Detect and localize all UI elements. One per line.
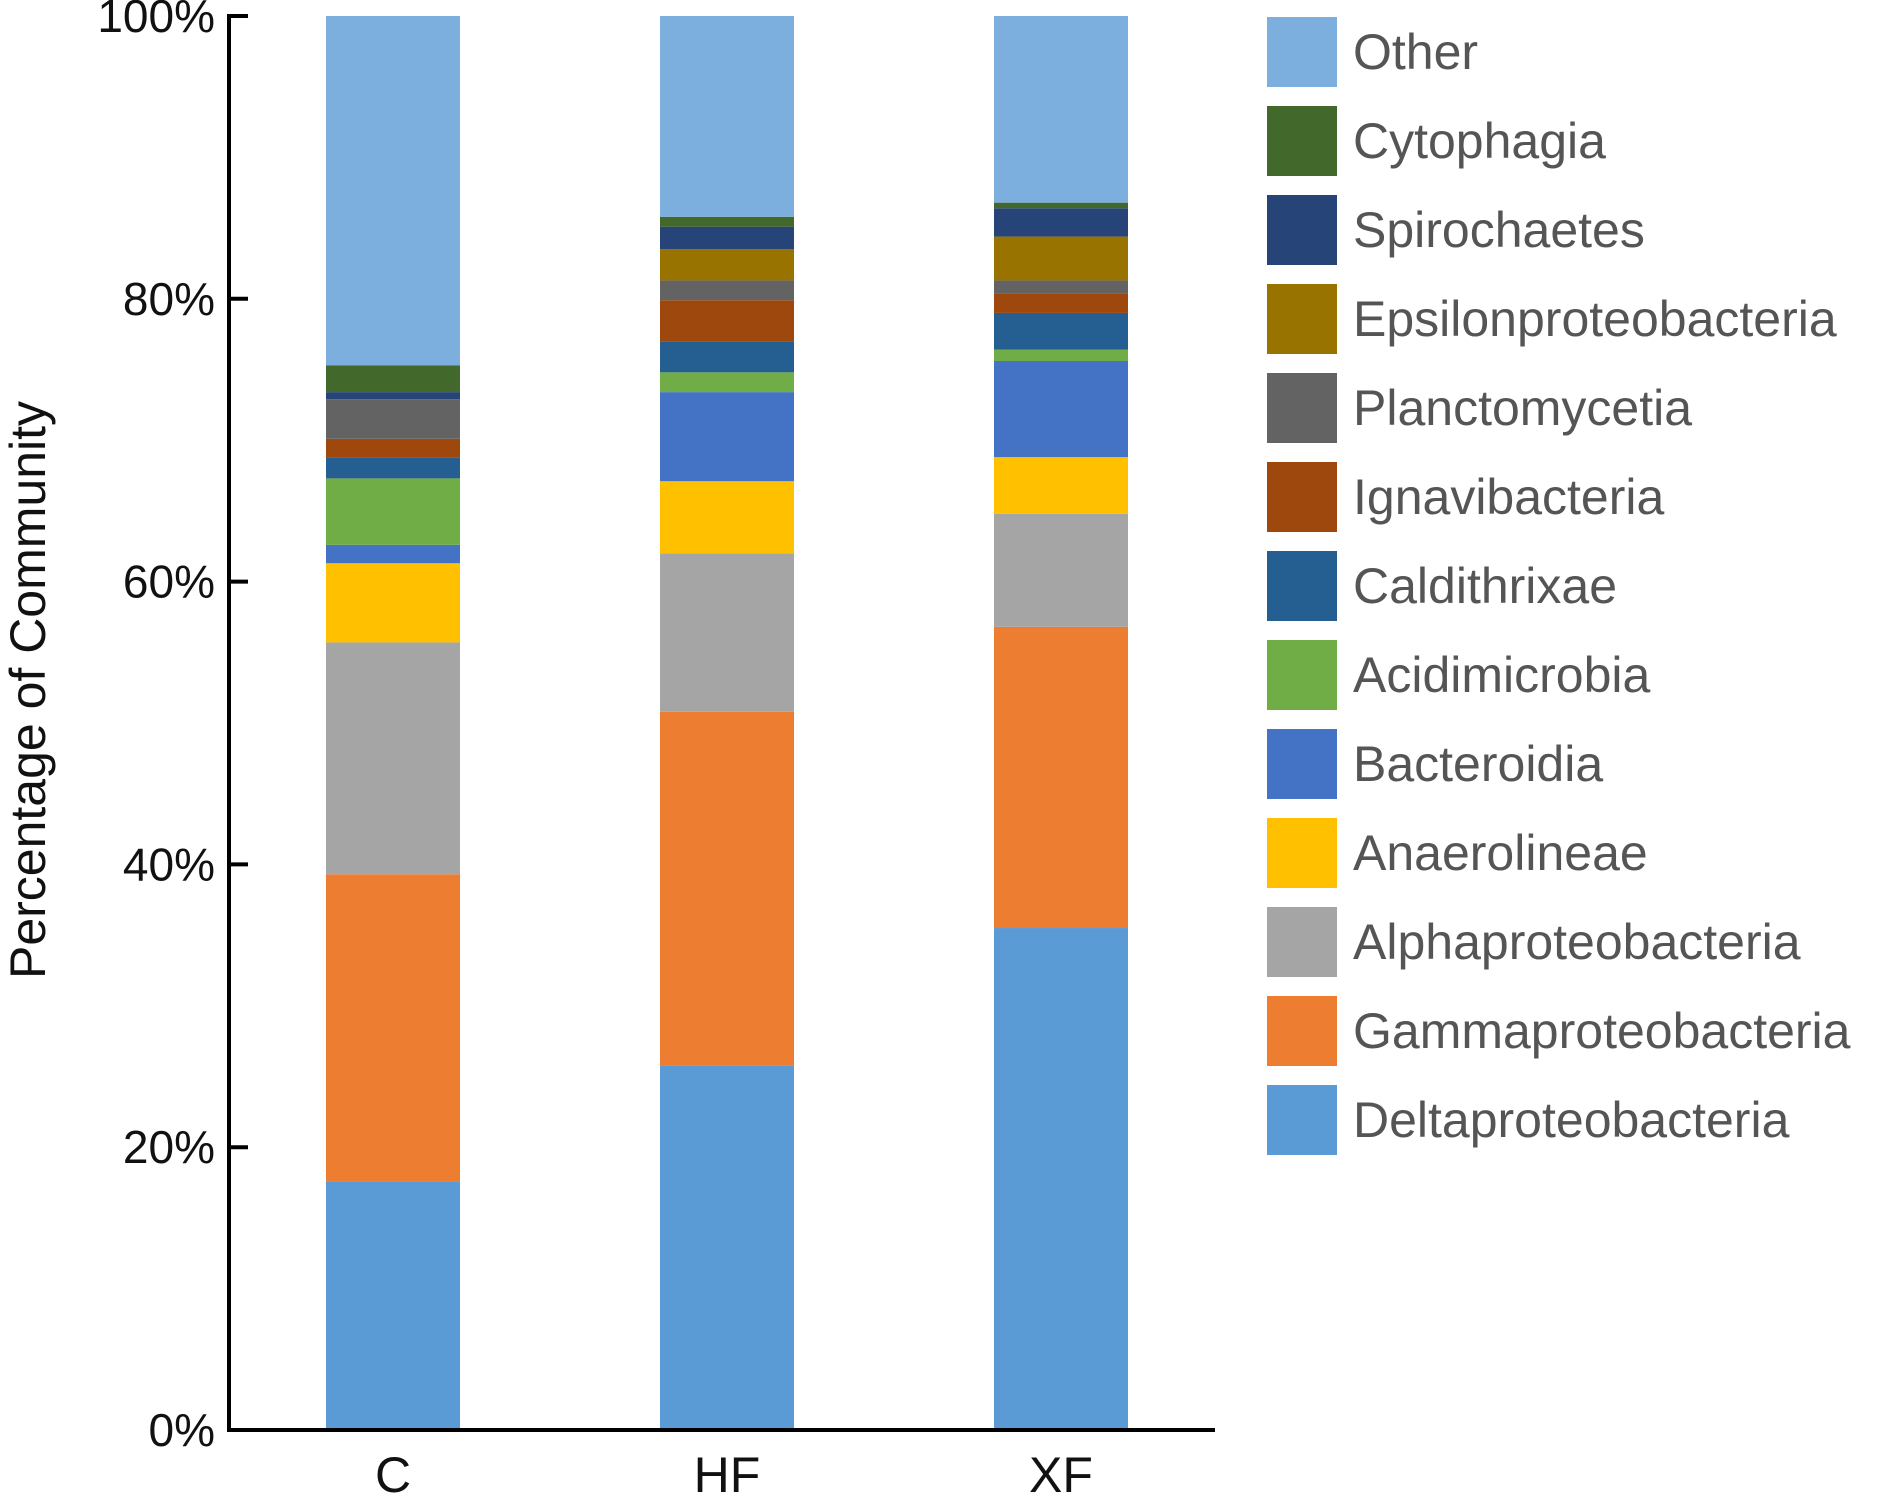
legend-swatch-gammaproteobacteria bbox=[1267, 996, 1337, 1066]
y-tick-label: 40% bbox=[123, 838, 215, 890]
legend-label-anaerolineae: Anaerolineae bbox=[1353, 825, 1648, 881]
bar-segment-hf-deltaproteobacteria bbox=[660, 1065, 794, 1430]
legend-swatch-planctomycetia bbox=[1267, 373, 1337, 443]
legend-label-alphaproteobacteria: Alphaproteobacteria bbox=[1353, 914, 1801, 970]
y-tick-label: 0% bbox=[149, 1404, 215, 1456]
bar-segment-c-anaerolineae bbox=[326, 563, 460, 643]
bar-segment-c-planctomycetia bbox=[326, 399, 460, 439]
legend-label-bacteroidia: Bacteroidia bbox=[1353, 736, 1603, 792]
bar-segment-hf-planctomycetia bbox=[660, 280, 794, 301]
bar-segment-xf-alphaproteobacteria bbox=[994, 513, 1128, 627]
bar-segment-hf-acidimicrobia bbox=[660, 372, 794, 393]
bar-segment-c-gammaproteobacteria bbox=[326, 874, 460, 1182]
bar-segment-hf-cytophagia bbox=[660, 216, 794, 227]
legend-swatch-cytophagia bbox=[1267, 106, 1337, 176]
legend-swatch-epsilonproteobacteria bbox=[1267, 284, 1337, 354]
bars-group bbox=[326, 16, 1128, 1430]
y-ticks-group: 0% 20% 40% 60% 80% 100% bbox=[97, 0, 248, 1456]
legend-label-cytophagia: Cytophagia bbox=[1353, 113, 1606, 169]
bar-segment-hf-spirochaetes bbox=[660, 226, 794, 250]
bar-segment-c-bacteroidia bbox=[326, 544, 460, 564]
bar-segment-xf-gammaproteobacteria bbox=[994, 626, 1128, 929]
x-ticks-group: C HF XF bbox=[375, 1447, 1093, 1496]
bar-segment-c-spirochaetes bbox=[326, 392, 460, 400]
bar-segment-xf-deltaproteobacteria bbox=[994, 928, 1128, 1430]
legend-swatch-deltaproteobacteria bbox=[1267, 1085, 1337, 1155]
bar-segment-c-ignavibacteria bbox=[326, 438, 460, 458]
x-tick-label: C bbox=[375, 1447, 411, 1496]
legend-swatch-other bbox=[1267, 17, 1337, 87]
bar-segment-hf-alphaproteobacteria bbox=[660, 553, 794, 712]
legend-swatch-bacteroidia bbox=[1267, 729, 1337, 799]
x-tick-label: HF bbox=[694, 1447, 761, 1496]
y-tick-label: 20% bbox=[123, 1121, 215, 1173]
legend-swatch-anaerolineae bbox=[1267, 818, 1337, 888]
bar-segment-xf-spirochaetes bbox=[994, 208, 1128, 237]
bar-segment-xf-bacteroidia bbox=[994, 361, 1128, 458]
bar-segment-hf-anaerolineae bbox=[660, 481, 794, 554]
bar-segment-c-cytophagia bbox=[326, 365, 460, 393]
legend-label-ignavibacteria: Ignavibacteria bbox=[1353, 469, 1664, 525]
x-tick-label: XF bbox=[1029, 1447, 1093, 1496]
legend-label-deltaproteobacteria: Deltaproteobacteria bbox=[1353, 1092, 1790, 1148]
bar-segment-c-caldithrixae bbox=[326, 457, 460, 479]
legend-label-acidimicrobia: Acidimicrobia bbox=[1353, 647, 1651, 703]
bar-segment-xf-other bbox=[994, 16, 1128, 203]
bar-segment-c-acidimicrobia bbox=[326, 478, 460, 545]
y-tick-label: 80% bbox=[123, 273, 215, 325]
legend-label-gammaproteobacteria: Gammaproteobacteria bbox=[1353, 1003, 1851, 1059]
legend: Other Cytophagia Spirochaetes Epsilonproteo… bbox=[1267, 17, 1851, 1155]
bar-segment-xf-planctomycetia bbox=[994, 280, 1128, 294]
legend-swatch-alphaproteobacteria bbox=[1267, 907, 1337, 977]
bar-segment-hf-gammaproteobacteria bbox=[660, 711, 794, 1066]
bar-segment-xf-acidimicrobia bbox=[994, 349, 1128, 362]
y-tick-label: 100% bbox=[97, 0, 215, 42]
bar-segment-c-alphaproteobacteria bbox=[326, 642, 460, 875]
legend-label-other: Other bbox=[1353, 24, 1478, 80]
bar-segment-xf-ignavibacteria bbox=[994, 293, 1128, 313]
legend-swatch-spirochaetes bbox=[1267, 195, 1337, 265]
legend-label-planctomycetia: Planctomycetia bbox=[1353, 380, 1692, 436]
bar-segment-c-deltaproteobacteria bbox=[326, 1181, 460, 1430]
bar-segment-hf-caldithrixae bbox=[660, 341, 794, 373]
legend-label-caldithrixae: Caldithrixae bbox=[1353, 558, 1617, 614]
legend-swatch-ignavibacteria bbox=[1267, 462, 1337, 532]
bar-segment-hf-bacteroidia bbox=[660, 392, 794, 482]
legend-swatch-caldithrixae bbox=[1267, 551, 1337, 621]
bar-segment-hf-other bbox=[660, 16, 794, 217]
legend-swatch-acidimicrobia bbox=[1267, 640, 1337, 710]
bar-segment-xf-cytophagia bbox=[994, 202, 1128, 209]
bar-segment-xf-anaerolineae bbox=[994, 457, 1128, 514]
bar-segment-xf-epsilonproteobacteria bbox=[994, 236, 1128, 281]
bar-segment-hf-ignavibacteria bbox=[660, 300, 794, 342]
axes-group bbox=[227, 14, 1215, 1432]
y-tick-label: 60% bbox=[123, 556, 215, 608]
bar-segment-hf-epsilonproteobacteria bbox=[660, 249, 794, 281]
legend-label-epsilonproteobacteria: Epsilonproteobacteria bbox=[1353, 291, 1837, 347]
bar-segment-c-other bbox=[326, 16, 460, 366]
y-axis-title: Percentage of Community bbox=[0, 401, 56, 979]
bar-segment-xf-caldithrixae bbox=[994, 312, 1128, 350]
legend-label-spirochaetes: Spirochaetes bbox=[1353, 202, 1645, 258]
